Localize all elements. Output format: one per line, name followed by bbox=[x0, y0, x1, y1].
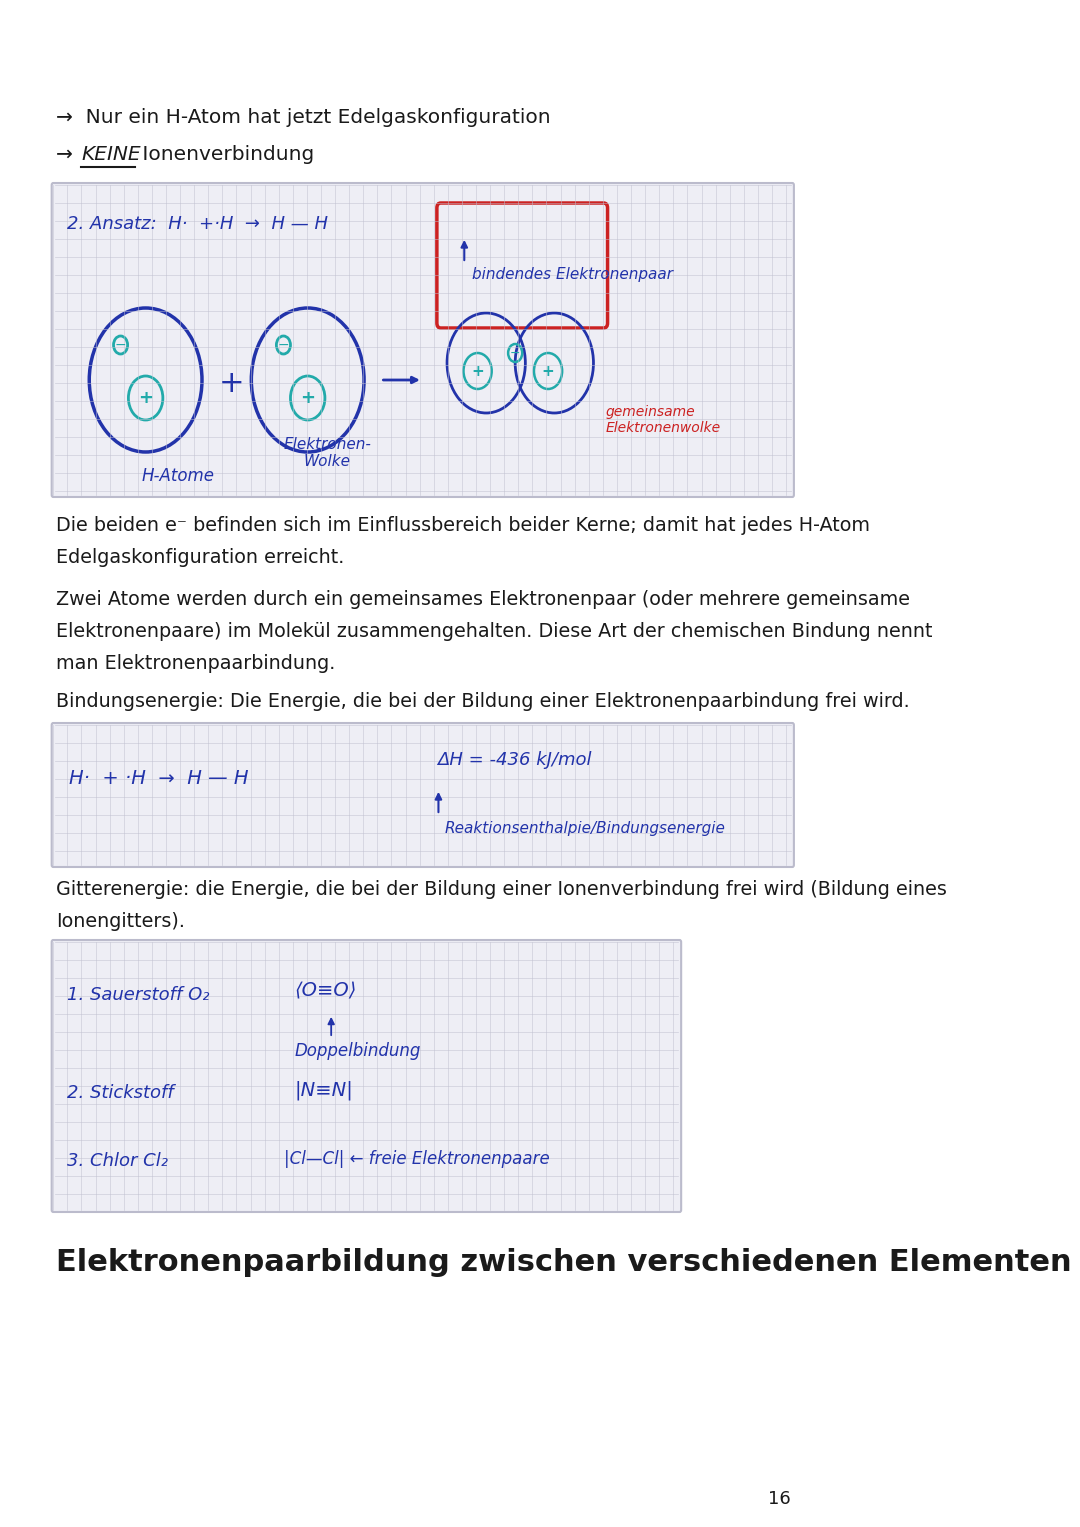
Text: 2. Stickstoff: 2. Stickstoff bbox=[67, 1084, 174, 1102]
Text: →: → bbox=[56, 145, 86, 163]
Text: man Elektronenpaarbindung.: man Elektronenpaarbindung. bbox=[56, 654, 336, 673]
Text: Elektronenpaare) im Molekül zusammengehalten. Diese Art der chemischen Bindung n: Elektronenpaare) im Molekül zusammengeha… bbox=[56, 621, 933, 641]
Text: gemeinsame
Elektronenwolke: gemeinsame Elektronenwolke bbox=[606, 405, 721, 435]
Text: Gitterenergie: die Energie, die bei der Bildung einer Ionenverbindung frei wird : Gitterenergie: die Energie, die bei der … bbox=[56, 880, 947, 899]
Text: 16: 16 bbox=[768, 1490, 791, 1509]
Text: →  Nur ein H-Atom hat jetzt Edelgaskonfiguration: → Nur ein H-Atom hat jetzt Edelgaskonfig… bbox=[56, 108, 551, 127]
Text: |Cl—Cl| ← freie Elektronenpaare: |Cl—Cl| ← freie Elektronenpaare bbox=[284, 1150, 550, 1168]
Text: 1. Sauerstoff O₂: 1. Sauerstoff O₂ bbox=[67, 986, 210, 1003]
Text: Ionengitters).: Ionengitters). bbox=[56, 912, 186, 931]
Text: +: + bbox=[138, 389, 153, 408]
Text: Ionenverbindung: Ionenverbindung bbox=[136, 145, 314, 163]
Text: +: + bbox=[471, 363, 484, 379]
Text: Elektronenpaarbildung zwischen verschiedenen Elementen: Elektronenpaarbildung zwischen verschied… bbox=[56, 1248, 1072, 1277]
Text: −: − bbox=[114, 337, 126, 353]
Text: +: + bbox=[219, 368, 244, 397]
Text: |N≡N|: |N≡N| bbox=[295, 1080, 353, 1099]
Text: +: + bbox=[300, 389, 315, 408]
Text: Reaktionsenthalpie/Bindungsenergie: Reaktionsenthalpie/Bindungsenergie bbox=[445, 822, 726, 835]
Text: 3. Chlor Cl₂: 3. Chlor Cl₂ bbox=[67, 1151, 168, 1170]
Text: Bindungsenergie: Die Energie, die bei der Bildung einer Elektronenpaarbindung fr: Bindungsenergie: Die Energie, die bei de… bbox=[56, 692, 910, 712]
FancyBboxPatch shape bbox=[52, 941, 681, 1212]
Text: bindendes Elektronenpaar: bindendes Elektronenpaar bbox=[472, 267, 673, 282]
Text: H·  + ·H  →  H — H: H· + ·H → H — H bbox=[69, 770, 248, 788]
Text: ΔH = -436 kJ/mol: ΔH = -436 kJ/mol bbox=[437, 751, 592, 770]
Text: Doppelbindung: Doppelbindung bbox=[295, 1041, 421, 1060]
Text: Die beiden e⁻ befinden sich im Einflussbereich beider Kerne; damit hat jedes H-A: Die beiden e⁻ befinden sich im Einflussb… bbox=[56, 516, 870, 534]
Text: Edelgaskonfiguration erreicht.: Edelgaskonfiguration erreicht. bbox=[56, 548, 345, 567]
Text: KEINE: KEINE bbox=[81, 145, 141, 163]
Text: +: + bbox=[542, 363, 554, 379]
Text: Elektronen-
Wolke: Elektronen- Wolke bbox=[283, 437, 372, 469]
Text: 2. Ansatz:  H·  +·H  →  H — H: 2. Ansatz: H· +·H → H — H bbox=[67, 215, 328, 234]
Text: Zwei Atome werden durch ein gemeinsames Elektronenpaar (oder mehrere gemeinsame: Zwei Atome werden durch ein gemeinsames … bbox=[56, 589, 910, 609]
FancyBboxPatch shape bbox=[52, 183, 794, 496]
Text: ⟨O≡O⟩: ⟨O≡O⟩ bbox=[295, 980, 356, 999]
Text: −: − bbox=[510, 347, 521, 359]
FancyBboxPatch shape bbox=[52, 722, 794, 867]
Text: H-Atome: H-Atome bbox=[141, 467, 215, 486]
Text: −: − bbox=[278, 337, 289, 353]
